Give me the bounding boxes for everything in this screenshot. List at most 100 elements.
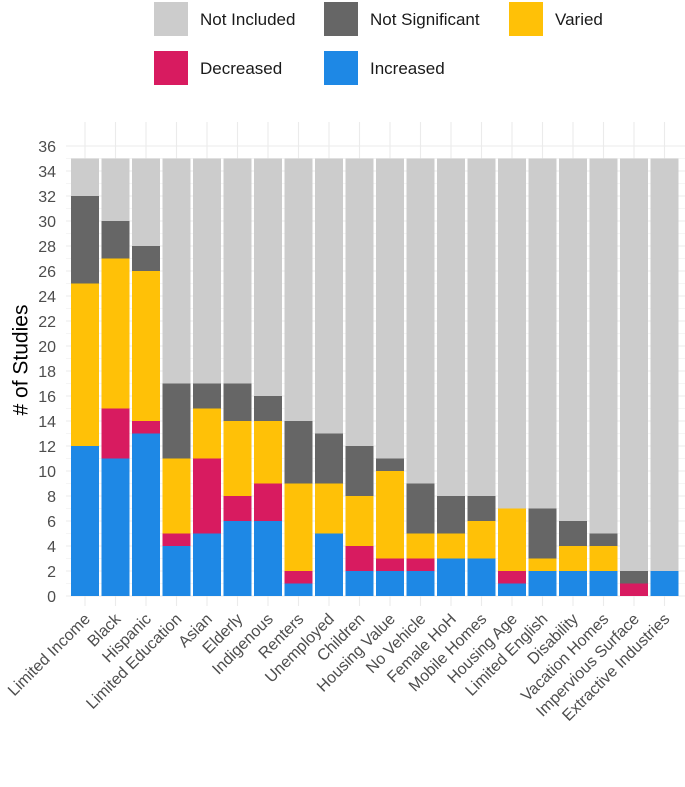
bar-segment-not-significant	[559, 521, 587, 546]
y-tick-label: 34	[38, 164, 56, 181]
bar-segment-not-significant	[223, 383, 252, 421]
bar-group-limited-education	[162, 158, 191, 596]
bar-segment-increased	[71, 446, 99, 596]
bar-segment-not-included	[132, 158, 160, 246]
bar-segment-decreased	[620, 583, 648, 596]
y-tick-label: 24	[38, 289, 56, 306]
legend-label: Not Significant	[370, 10, 480, 29]
legend-item-not-significant: Not Significant	[324, 2, 480, 36]
bar-segment-varied	[315, 483, 343, 534]
bar-segment-increased	[467, 558, 496, 596]
y-tick-label: 36	[38, 139, 56, 156]
bar-segment-decreased	[162, 533, 191, 546]
y-tick-label: 6	[47, 514, 56, 531]
bar-segment-varied	[528, 558, 557, 571]
y-tick-label: 18	[38, 364, 56, 381]
bar-segment-not-included	[589, 158, 618, 534]
bar-segment-varied	[376, 471, 404, 559]
bar-segment-decreased	[284, 571, 313, 584]
bar-group-elderly	[223, 158, 252, 596]
bar-segment-varied	[223, 421, 252, 496]
x-tick-label: Limited Income	[5, 611, 94, 700]
y-tick-label: 2	[47, 564, 56, 581]
bar-segment-varied	[71, 283, 99, 446]
bar-segment-increased	[132, 433, 160, 596]
bar-segment-increased	[559, 571, 587, 596]
y-tick-label: 20	[38, 339, 56, 356]
bar-segment-not-included	[406, 158, 435, 484]
legend-item-decreased: Decreased	[154, 51, 282, 85]
bar-segment-varied	[132, 271, 160, 421]
bar-segment-varied	[345, 496, 374, 546]
y-axis-title: # of Studies	[10, 305, 33, 416]
y-tick-label: 26	[38, 264, 56, 281]
bar-group-no-vehicle	[406, 158, 435, 596]
bar-segment-not-significant	[132, 246, 160, 271]
legend-label: Decreased	[200, 59, 282, 78]
bar-segment-not-included	[162, 158, 191, 384]
bar-segment-not-included	[498, 158, 526, 509]
y-tick-label: 4	[47, 539, 56, 556]
bar-segment-not-significant	[437, 496, 465, 534]
legend-label: Increased	[370, 59, 445, 78]
y-tick-label: 16	[38, 389, 56, 406]
bar-segment-increased	[193, 533, 221, 596]
bar-group-hispanic	[132, 158, 160, 596]
legend-swatch	[154, 51, 188, 85]
bar-segment-not-significant	[254, 396, 282, 421]
bar-segment-varied	[254, 421, 282, 484]
legend: Not Included Not Significant Varied Decreas…	[154, 2, 603, 85]
legend-swatch	[154, 2, 188, 36]
y-tick-label: 28	[38, 239, 56, 256]
bar-group-female-hoh	[437, 158, 465, 596]
bar-segment-increased	[345, 571, 374, 596]
bar-segment-decreased	[406, 558, 435, 571]
bar-segment-not-included	[376, 158, 404, 459]
bar-segment-not-significant	[284, 421, 313, 484]
bar-segment-decreased	[193, 458, 221, 534]
bars	[71, 158, 679, 596]
bar-segment-not-included	[559, 158, 587, 521]
bar-segment-increased	[528, 571, 557, 596]
bar-group-asian	[193, 158, 221, 596]
bar-segment-not-included	[223, 158, 252, 384]
bar-segment-increased	[284, 583, 313, 596]
y-tick-label: 32	[38, 189, 56, 206]
y-tick-label: 22	[38, 314, 56, 331]
bar-group-black	[101, 158, 130, 596]
y-tick-label: 12	[38, 439, 56, 456]
bar-segment-varied	[193, 408, 221, 459]
bar-group-renters	[284, 158, 313, 596]
bar-segment-not-significant	[406, 483, 435, 534]
bar-segment-decreased	[254, 483, 282, 521]
bar-segment-not-significant	[101, 221, 130, 259]
bar-group-unemployed	[315, 158, 343, 596]
bar-segment-varied	[498, 508, 526, 571]
bar-segment-not-included	[528, 158, 557, 509]
bar-segment-not-significant	[315, 433, 343, 484]
y-tick-label: 30	[38, 214, 56, 231]
bar-segment-increased	[589, 571, 618, 596]
bar-segment-not-significant	[376, 458, 404, 471]
bar-group-vacation-homes	[589, 158, 618, 596]
bar-segment-not-significant	[71, 196, 99, 284]
bar-segment-decreased	[498, 571, 526, 584]
legend-swatch	[324, 2, 358, 36]
bar-segment-varied	[162, 458, 191, 534]
bar-segment-not-included	[284, 158, 313, 421]
legend-item-varied: Varied	[509, 2, 603, 36]
bar-group-disability	[559, 158, 587, 596]
bar-segment-varied	[589, 546, 618, 571]
bar-group-indigenous	[254, 158, 282, 596]
bar-segment-varied	[559, 546, 587, 571]
bar-group-children	[345, 158, 374, 596]
bar-group-extractive-industries	[650, 158, 679, 596]
bar-segment-not-included	[650, 158, 679, 571]
bar-segment-not-significant	[193, 383, 221, 409]
bar-segment-not-included	[315, 158, 343, 434]
bar-segment-not-included	[345, 158, 374, 446]
bar-segment-decreased	[345, 546, 374, 571]
bar-segment-increased	[315, 533, 343, 596]
